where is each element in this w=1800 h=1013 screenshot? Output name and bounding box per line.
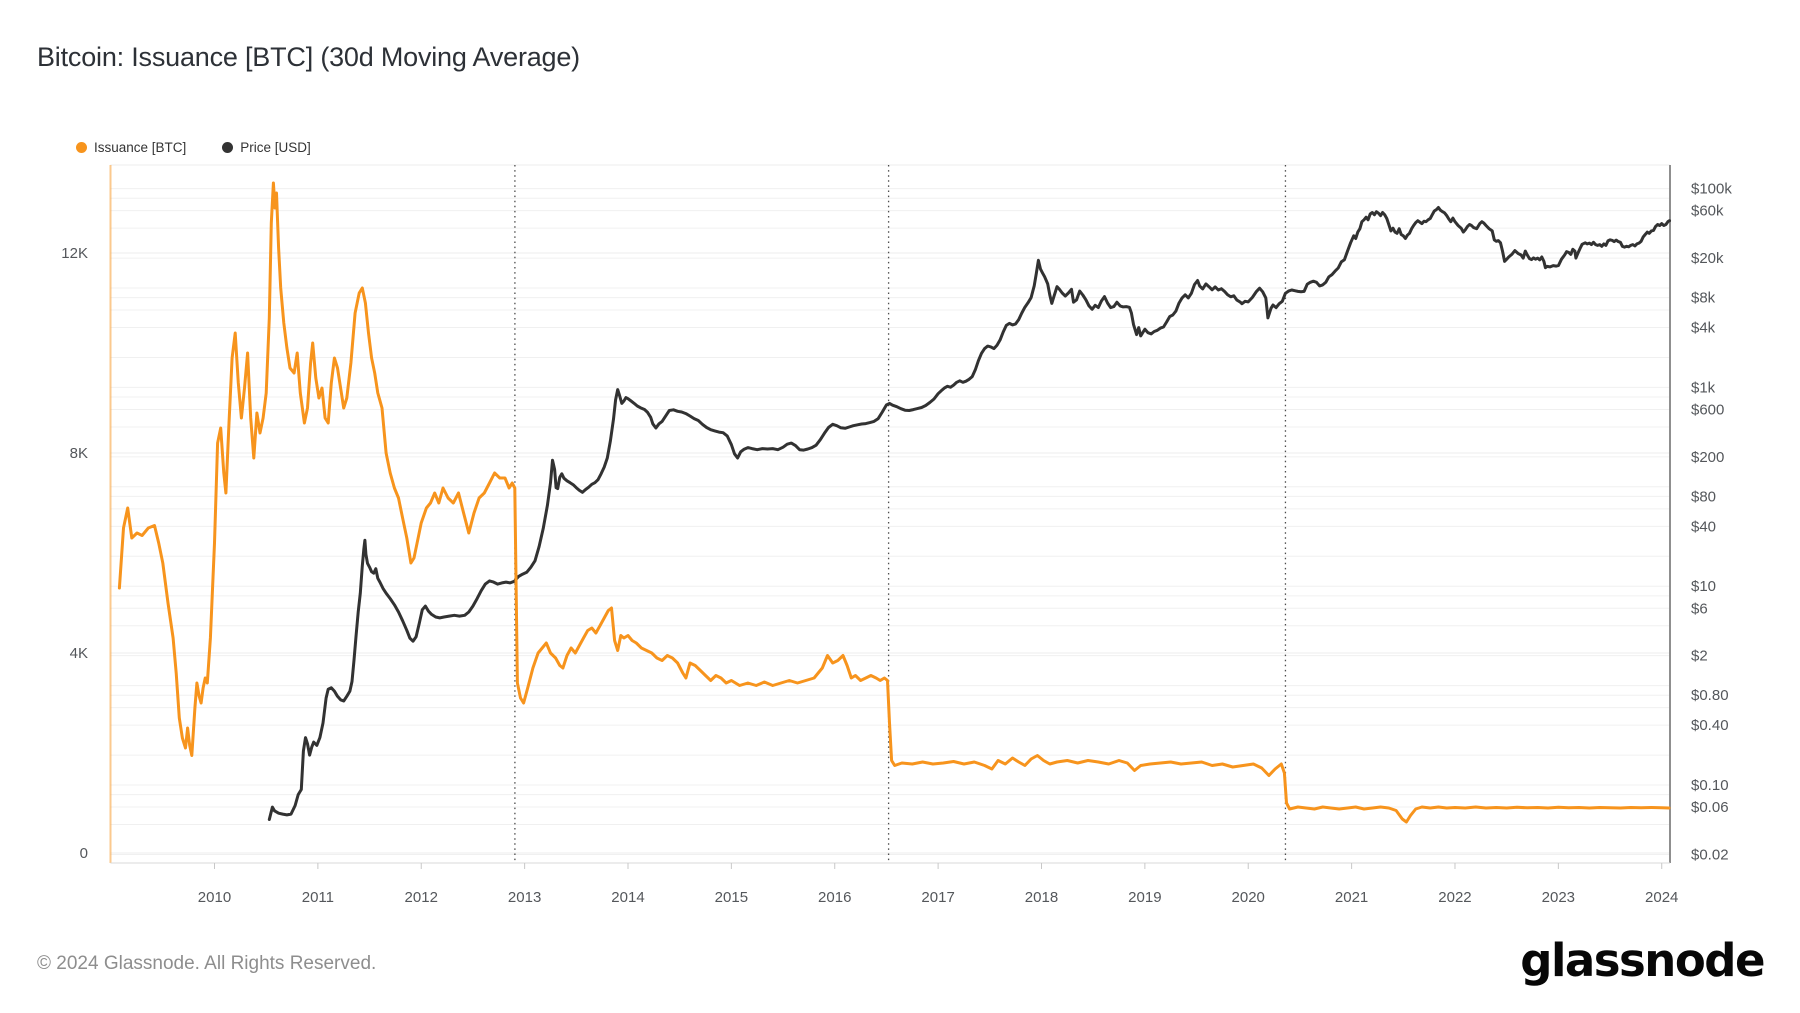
- x-axis-label: 2017: [921, 889, 954, 906]
- legend-item-price[interactable]: Price [USD]: [222, 140, 311, 155]
- x-axis-label: 2011: [302, 889, 334, 906]
- y-right-axis-label: $6: [1691, 600, 1708, 617]
- legend-label-price: Price [USD]: [240, 140, 311, 155]
- y-left-axis-label: 12K: [61, 245, 88, 262]
- x-axis-label: 2024: [1645, 889, 1678, 906]
- x-axis-label: 2019: [1128, 889, 1161, 906]
- x-axis-label: 2015: [715, 889, 748, 906]
- y-right-axis-label: $600: [1691, 401, 1724, 418]
- x-axis-label: 2016: [818, 889, 851, 906]
- x-axis-label: 2022: [1438, 889, 1471, 906]
- y-right-axis-label: $40: [1691, 518, 1716, 535]
- issuance-series-swatch: [76, 142, 87, 153]
- y-right-axis-label: $20k: [1691, 250, 1724, 267]
- y-right-axis-label: $100k: [1691, 181, 1732, 198]
- x-axis-label: 2014: [611, 889, 644, 906]
- x-axis-label: 2021: [1335, 889, 1368, 906]
- legend: Issuance [BTC] Price [USD]: [76, 140, 311, 155]
- x-axis-label: 2020: [1232, 889, 1265, 906]
- y-right-axis-label: $1k: [1691, 379, 1716, 396]
- y-right-axis-label: $10: [1691, 578, 1716, 595]
- x-axis-label: 2013: [508, 889, 541, 906]
- legend-item-issuance[interactable]: Issuance [BTC]: [76, 140, 186, 155]
- legend-label-issuance: Issuance [BTC]: [94, 140, 187, 155]
- y-right-axis-label: $0.80: [1691, 687, 1729, 704]
- y-right-axis-label: $4k: [1691, 320, 1716, 337]
- y-left-axis-label: 4K: [70, 645, 88, 662]
- y-right-axis-label: $0.02: [1691, 846, 1729, 863]
- y-right-axis-label: $0.10: [1691, 777, 1729, 794]
- y-right-axis-label: $60k: [1691, 203, 1724, 220]
- series-line-price: [267, 206, 1671, 821]
- y-right-axis-label: $0.06: [1691, 799, 1729, 816]
- x-axis-label: 2012: [405, 889, 438, 906]
- y-right-axis-label: $0.40: [1691, 717, 1729, 734]
- y-left-axis-label: 8K: [70, 445, 88, 462]
- y-right-axis-label: $2: [1691, 648, 1708, 665]
- y-right-axis-label: $8k: [1691, 290, 1716, 307]
- series-line-issuance: [117, 181, 1671, 824]
- page-title: Bitcoin: Issuance [BTC] (30d Moving Aver…: [37, 42, 580, 72]
- y-left-axis-label: 0: [80, 845, 88, 862]
- price-series-swatch: [222, 142, 234, 153]
- y-right-axis-label: $80: [1691, 488, 1716, 505]
- y-right-axis-label: $200: [1691, 449, 1724, 466]
- x-axis-label: 2018: [1025, 889, 1058, 906]
- x-axis-label: 2023: [1542, 889, 1575, 906]
- copyright-text: © 2024 Glassnode. All Rights Reserved.: [37, 953, 377, 974]
- glassnode-logo: glassnode: [1520, 934, 1765, 987]
- x-axis-label: 2010: [198, 889, 231, 906]
